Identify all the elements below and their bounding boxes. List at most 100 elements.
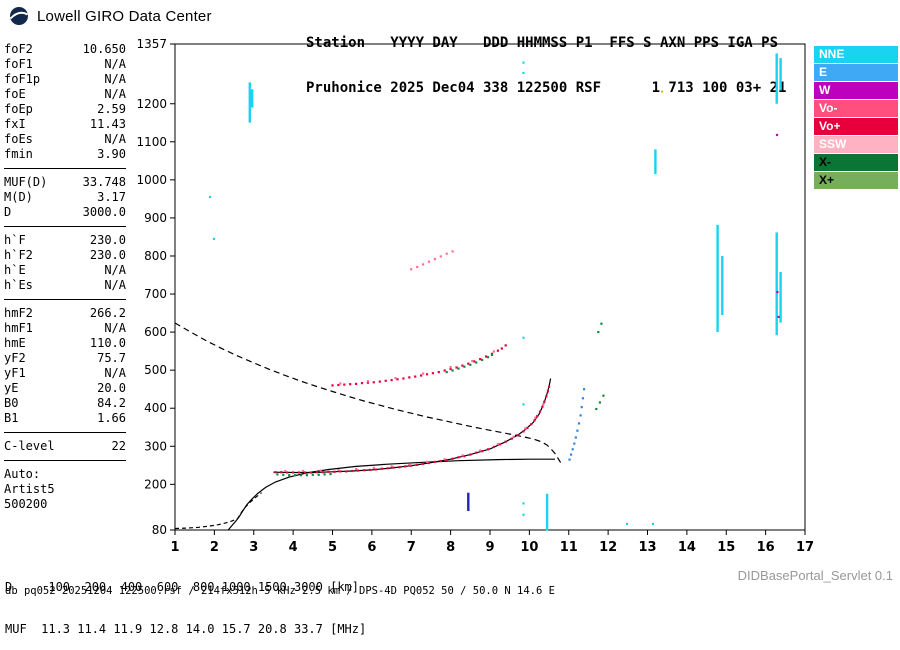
station-header-line2: Pruhonice 2025 Dec04 338 122500 RSF 1 71… [306,80,787,96]
param-value: N/A [104,72,126,86]
w-direction-specks [775,133,780,318]
param-row: M(D) 3.17 [4,190,126,205]
param-value: N/A [104,321,126,335]
param-label: yF1 [4,366,26,380]
param-value: 3.17 [97,190,126,204]
param-label: B0 [4,396,19,410]
x-trace-start [276,473,332,477]
legend-item-w: W [814,82,898,99]
logo-globe [10,7,28,25]
x-tick-label: 2 [210,540,219,555]
param-label: fmin [4,147,33,161]
param-label: M(D) [4,190,33,204]
y-tick-label: 200 [144,477,167,491]
x-tick-label: 17 [796,540,814,555]
y-tick-label: 500 [144,363,167,377]
rfi-columns [248,53,782,531]
muf-transmission-curve [174,322,562,464]
param-label: h`Es [4,278,33,292]
x-tick-label: 14 [678,540,696,555]
o-trace-echoes-alt [284,403,545,473]
param-row: C-level 22 [4,439,126,454]
param-value: 2.59 [97,102,126,116]
second-hop-alt [339,350,495,385]
legend-item-vo+: Vo+ [814,118,898,135]
param-row: foF1p N/A [4,72,126,87]
legend-item-vo-: Vo- [814,100,898,117]
legend-item-x-: X- [814,154,898,171]
panel-divider [4,432,126,433]
param-row: D 3000.0 [4,205,126,220]
parameter-panel: foF2 10.650 foF1 N/A foF1p N/A foE N/A foEp 2.59 f… [4,42,126,512]
header: Lowell GIRO Data Center [8,5,212,27]
x-tick-label: 5 [328,540,337,555]
muf-row: MUF 11.3 11.4 11.9 12.8 14.0 15.7 20.8 3… [5,622,367,636]
param-label: yF2 [4,351,26,365]
x-tick-label: 8 [446,540,455,555]
param-row: foF1 N/A [4,57,126,72]
station-header: Station YYYY DAY DDD HHMMSS P1 FFS S AXN… [306,6,786,111]
panel-divider [4,168,126,169]
param-label: foE [4,87,26,101]
panel-divider [4,226,126,227]
param-row: foE N/A [4,87,126,102]
param-label: hmE [4,336,26,350]
param-value: 20.0 [97,381,126,395]
x-tick-label: 10 [520,540,538,555]
param-row: yF1 N/A [4,366,126,381]
station-header-line1: Station YYYY DAY DDD HHMMSS P1 FFS S AXN… [306,35,779,51]
x-tick-label: 9 [485,540,494,555]
param-value: 84.2 [97,396,126,410]
y-tick-label: 1200 [136,97,167,111]
panel-divider [4,299,126,300]
param-label: Auto: [4,467,41,481]
legend-item-nne: NNE [814,46,898,63]
x-tick-label: 3 [249,540,258,555]
param-label: foF1 [4,57,33,71]
param-label: h`F2 [4,248,33,262]
param-value: N/A [104,366,126,380]
y-tick-label: 400 [144,401,167,415]
param-label: D [4,205,12,219]
param-row: Artist5 [4,482,126,497]
param-label: yE [4,381,19,395]
x-tick-label: 11 [560,540,578,555]
param-label: fxI [4,117,26,131]
e-layer-model-profile [174,492,262,530]
param-row: foEp 2.59 [4,102,126,117]
x-tick-label: 15 [717,540,735,555]
param-row: h`E N/A [4,263,126,278]
y-tick-label: 1100 [136,135,167,149]
param-value: 230.0 [89,248,126,262]
yellow-speck [661,90,664,93]
param-row: yF2 75.7 [4,351,126,366]
param-row: h`Es N/A [4,278,126,293]
x-tick-label: 1 [170,540,179,555]
y-tick-label: 600 [144,325,167,339]
chart-area: 1357 1200 1100 1000 900 800 700 600 500 400 300 200… [130,36,836,566]
legend-item-ssw: SSW [814,136,898,153]
param-label: hmF1 [4,321,33,335]
legend-item-x+: X+ [814,172,898,189]
ionogram-plot: 1357120011001000900800700600500400300200… [136,37,814,555]
param-label: foF2 [4,42,33,56]
param-value: 22 [111,439,126,453]
param-label: foEp [4,102,33,116]
param-label: foF1p [4,72,41,86]
param-value: 3.90 [97,147,126,161]
param-value: 230.0 [89,233,126,247]
param-label: h`F [4,233,26,247]
brand-title: Lowell GIRO Data Center [37,7,212,25]
param-label: B1 [4,411,19,425]
y-tick-label: 900 [144,211,167,225]
x-trace-specks [595,322,605,411]
param-value: 3000.0 [82,205,126,219]
second-hop-x [445,353,494,374]
param-row: fxI 11.43 [4,117,126,132]
param-value: 75.7 [97,351,126,365]
legend-item-e: E [814,64,898,81]
param-label: MUF(D) [4,175,48,189]
param-label: hmF2 [4,306,33,320]
servlet-version-label: DIDBasePortal_Servlet 0.1 [737,568,893,583]
param-row: fmin 3.90 [4,147,126,162]
